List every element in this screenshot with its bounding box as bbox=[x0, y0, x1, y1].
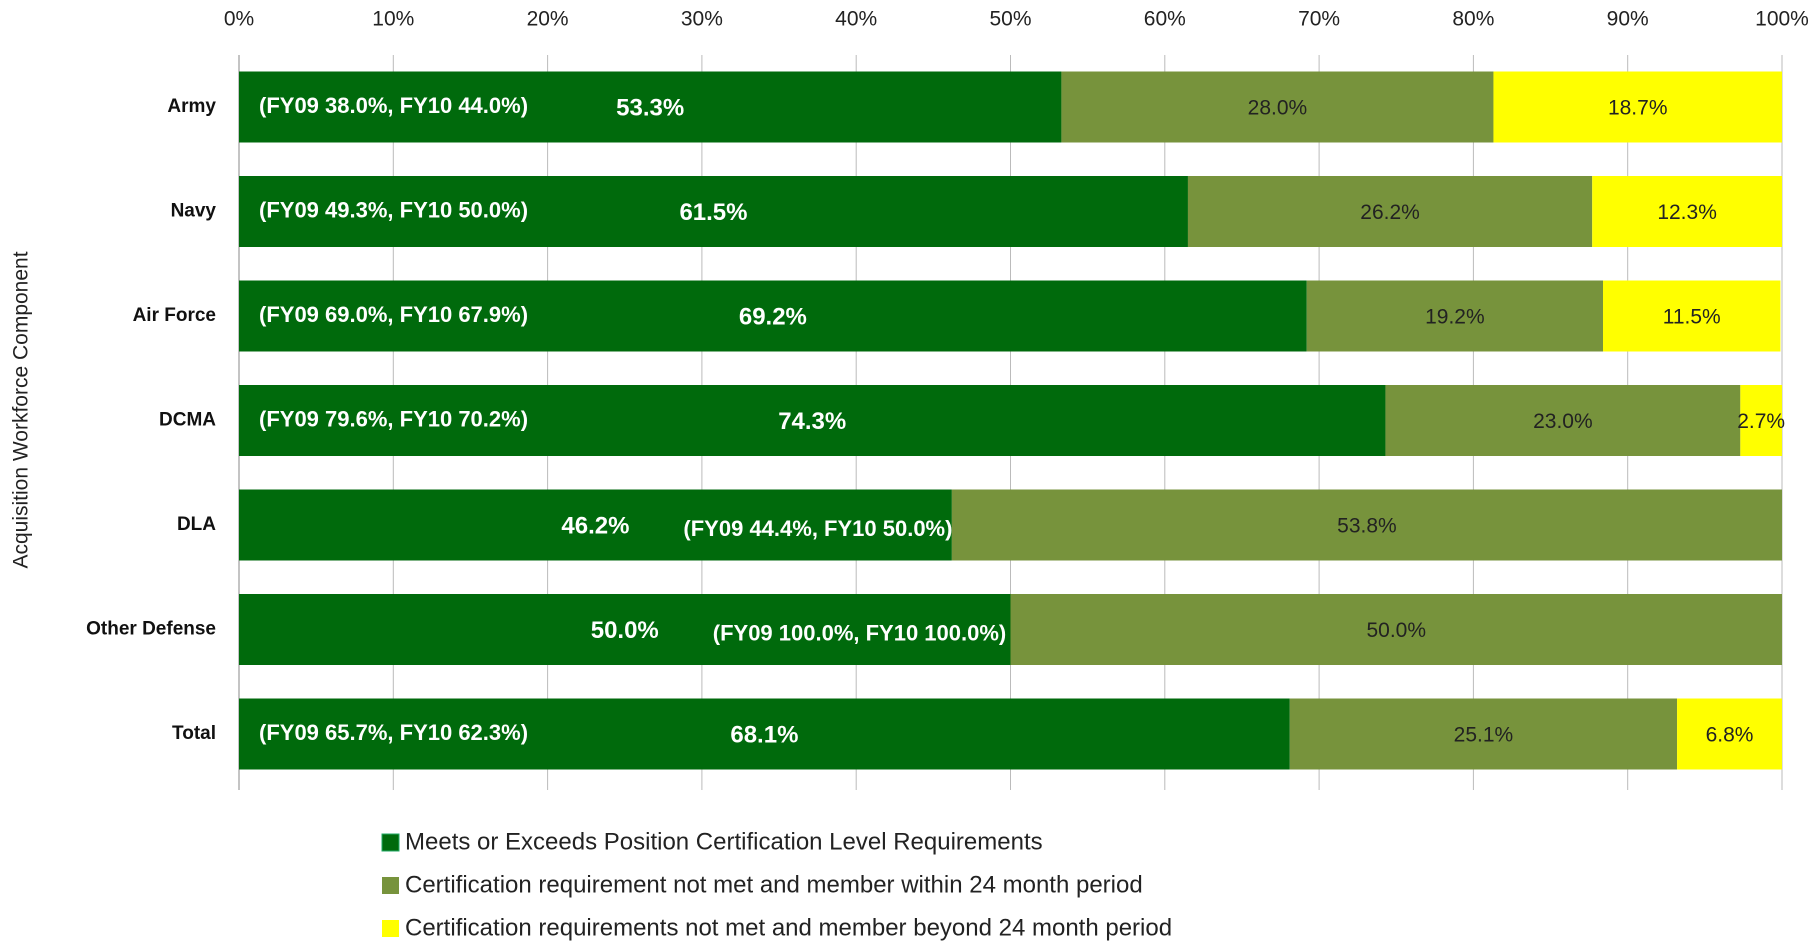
data-label: 61.5% bbox=[679, 199, 747, 226]
y-tick-label: DCMA bbox=[159, 410, 216, 431]
y-tick-label: Total bbox=[172, 723, 216, 744]
y-tick-label: Other Defense bbox=[86, 619, 216, 640]
annotation: (FY09 100.0%, FY10 100.0%) bbox=[713, 620, 1007, 645]
data-label: 74.3% bbox=[778, 408, 846, 435]
data-label: 2.7% bbox=[1737, 410, 1785, 433]
annotation: (FY09 38.0%, FY10 44.0%) bbox=[259, 93, 528, 118]
data-label: 46.2% bbox=[561, 512, 629, 539]
data-label: 53.8% bbox=[1337, 515, 1397, 538]
y-axis-label: Acquisition Workforce Component bbox=[10, 251, 33, 568]
data-label: 18.7% bbox=[1608, 97, 1668, 120]
bar-segment bbox=[1061, 71, 1494, 143]
x-tick-label: 0% bbox=[224, 8, 254, 31]
bar-segment bbox=[1010, 594, 1782, 665]
bar-segment bbox=[951, 489, 1782, 561]
data-label: 12.3% bbox=[1657, 201, 1717, 224]
y-tick-label: Army bbox=[167, 96, 216, 117]
bar-segment bbox=[1677, 698, 1782, 770]
bar-segment bbox=[1592, 176, 1782, 247]
data-label: 6.8% bbox=[1706, 724, 1754, 747]
annotation: (FY09 44.4%, FY10 50.0%) bbox=[683, 516, 952, 541]
bar-segment bbox=[1306, 280, 1604, 352]
bar-segment bbox=[1187, 176, 1593, 247]
annotation: (FY09 79.6%, FY10 70.2%) bbox=[259, 406, 528, 431]
data-label: 50.0% bbox=[591, 617, 659, 644]
bar-segment bbox=[239, 385, 1386, 456]
data-label: 23.0% bbox=[1533, 410, 1593, 433]
x-tick-label: 70% bbox=[1298, 8, 1340, 31]
data-label: 50.0% bbox=[1366, 619, 1426, 642]
bar-segment bbox=[1385, 385, 1741, 456]
x-tick-label: 10% bbox=[372, 8, 414, 31]
bar-segment bbox=[1740, 385, 1782, 456]
data-label: 69.2% bbox=[739, 303, 807, 330]
x-tick-label: 50% bbox=[989, 8, 1031, 31]
data-label: 28.0% bbox=[1248, 97, 1308, 120]
bar-segment bbox=[239, 176, 1188, 247]
legend-label: Certification requirement not met and me… bbox=[405, 871, 1143, 898]
y-tick-label: DLA bbox=[177, 514, 216, 535]
data-label: 26.2% bbox=[1360, 201, 1420, 224]
data-label: 19.2% bbox=[1425, 306, 1485, 329]
x-tick-label: 60% bbox=[1144, 8, 1186, 31]
legend-swatch bbox=[382, 877, 399, 894]
legend-swatch bbox=[381, 833, 400, 852]
bar-segment bbox=[1493, 71, 1782, 143]
annotation: (FY09 69.0%, FY10 67.9%) bbox=[259, 302, 528, 327]
annotation: (FY09 49.3%, FY10 50.0%) bbox=[259, 197, 528, 222]
data-label: 68.1% bbox=[730, 721, 798, 748]
x-tick-label: 80% bbox=[1452, 8, 1494, 31]
legend-label: Meets or Exceeds Position Certification … bbox=[405, 828, 1043, 855]
bar-segment bbox=[239, 594, 1011, 665]
legend-label: Certification requirements not met and m… bbox=[405, 914, 1172, 941]
x-tick-label: 100% bbox=[1755, 8, 1809, 31]
bar-segment bbox=[239, 489, 952, 561]
annotation: (FY09 65.7%, FY10 62.3%) bbox=[259, 720, 528, 745]
y-tick-label: Navy bbox=[171, 201, 217, 222]
data-label: 11.5% bbox=[1663, 306, 1721, 329]
bar-segment bbox=[239, 280, 1307, 352]
bar-segment bbox=[239, 698, 1290, 770]
x-tick-label: 20% bbox=[527, 8, 569, 31]
legend-swatch bbox=[382, 920, 399, 937]
bar-segment bbox=[1603, 280, 1781, 352]
x-tick-label: 30% bbox=[681, 8, 723, 31]
x-tick-label: 90% bbox=[1607, 8, 1649, 31]
bar-segment bbox=[239, 71, 1062, 143]
bar-segment bbox=[1289, 698, 1678, 770]
data-label: 25.1% bbox=[1454, 724, 1514, 747]
x-tick-label: 40% bbox=[835, 8, 877, 31]
data-label: 53.3% bbox=[616, 94, 684, 121]
y-tick-label: Air Force bbox=[133, 305, 216, 326]
